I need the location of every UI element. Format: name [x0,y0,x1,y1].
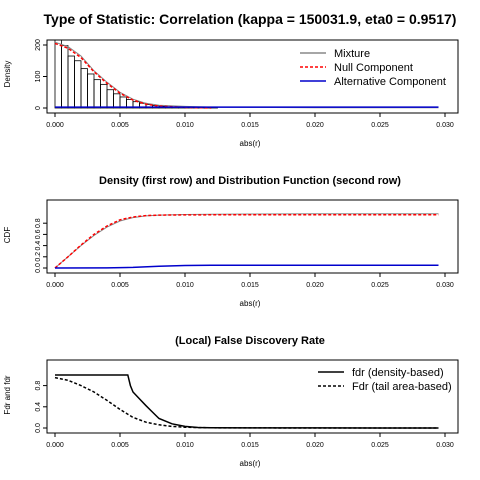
y-tick-label: 0 [35,106,42,110]
y-tick-label: 0.6 [35,229,42,239]
x-tick-label: 0.015 [241,282,259,289]
x-tick-label: 0.025 [371,122,389,129]
x-axis-label: abs(r) [240,459,261,468]
x-tick-label: 0.025 [371,442,389,449]
y-tick-label: 0.0 [35,263,42,273]
y-tick-label: 0.4 [35,241,42,251]
plot-frame [46,199,459,274]
x-tick-label: 0.005 [111,122,129,129]
x-tick-label: 0.005 [111,442,129,449]
x-tick-label: 0.010 [176,442,194,449]
series-line [55,374,439,429]
panel-title: Density (first row) and Distribution Fun… [99,175,401,187]
y-axis-label: Density [3,61,12,88]
x-tick-label: 0.000 [46,282,64,289]
panel-title: (Local) False Discovery Rate [175,335,325,347]
legend-label: fdr (density-based) [352,367,444,379]
series-line [54,42,212,109]
x-tick-label: 0.030 [436,442,454,449]
x-tick-label: 0.025 [371,282,389,289]
x-tick-label: 0.005 [111,282,129,289]
x-tick-label: 0.030 [436,282,454,289]
panel-cdf: Density (first row) and Distribution Fun… [3,175,459,308]
y-axis-label: Fdr and fdr [3,375,12,414]
series-line [54,214,439,269]
series-line [54,264,439,269]
y-axis-label: CDF [3,227,12,244]
x-tick-label: 0.000 [46,122,64,129]
x-axis-label: abs(r) [240,139,261,148]
x-axis-label: abs(r) [240,299,261,308]
y-tick-label: 0.0 [35,423,42,433]
panel-fdr: (Local) False Discovery Rate Fdr and fdr… [3,335,459,468]
y-tick-label: 100 [35,71,42,83]
y-tick-label: 0.2 [35,252,42,262]
y-tick-label: 0.4 [35,402,42,412]
x-tick-label: 0.000 [46,442,64,449]
plot-frame [46,359,459,434]
x-tick-label: 0.030 [436,122,454,129]
x-tick-label: 0.020 [306,122,324,129]
legend-label: Null Component [334,62,413,74]
x-tick-label: 0.015 [241,442,259,449]
x-tick-label: 0.020 [306,442,324,449]
x-tick-label: 0.010 [176,122,194,129]
x-tick-label: 0.010 [176,282,194,289]
legend-label: Alternative Component [334,76,446,88]
y-tick-label: 0.8 [35,381,42,391]
series-line [54,376,439,429]
y-tick-label: 0.8 [35,218,42,228]
panel-title: Type of Statistic: Correlation (kappa = … [44,11,457,27]
legend-label: Fdr (tail area-based) [352,381,452,393]
y-tick-label: 200 [35,39,42,51]
x-tick-label: 0.020 [306,282,324,289]
x-tick-label: 0.015 [241,122,259,129]
legend-label: Mixture [334,48,370,60]
panel-density: Type of Statistic: Correlation (kappa = … [3,11,459,148]
